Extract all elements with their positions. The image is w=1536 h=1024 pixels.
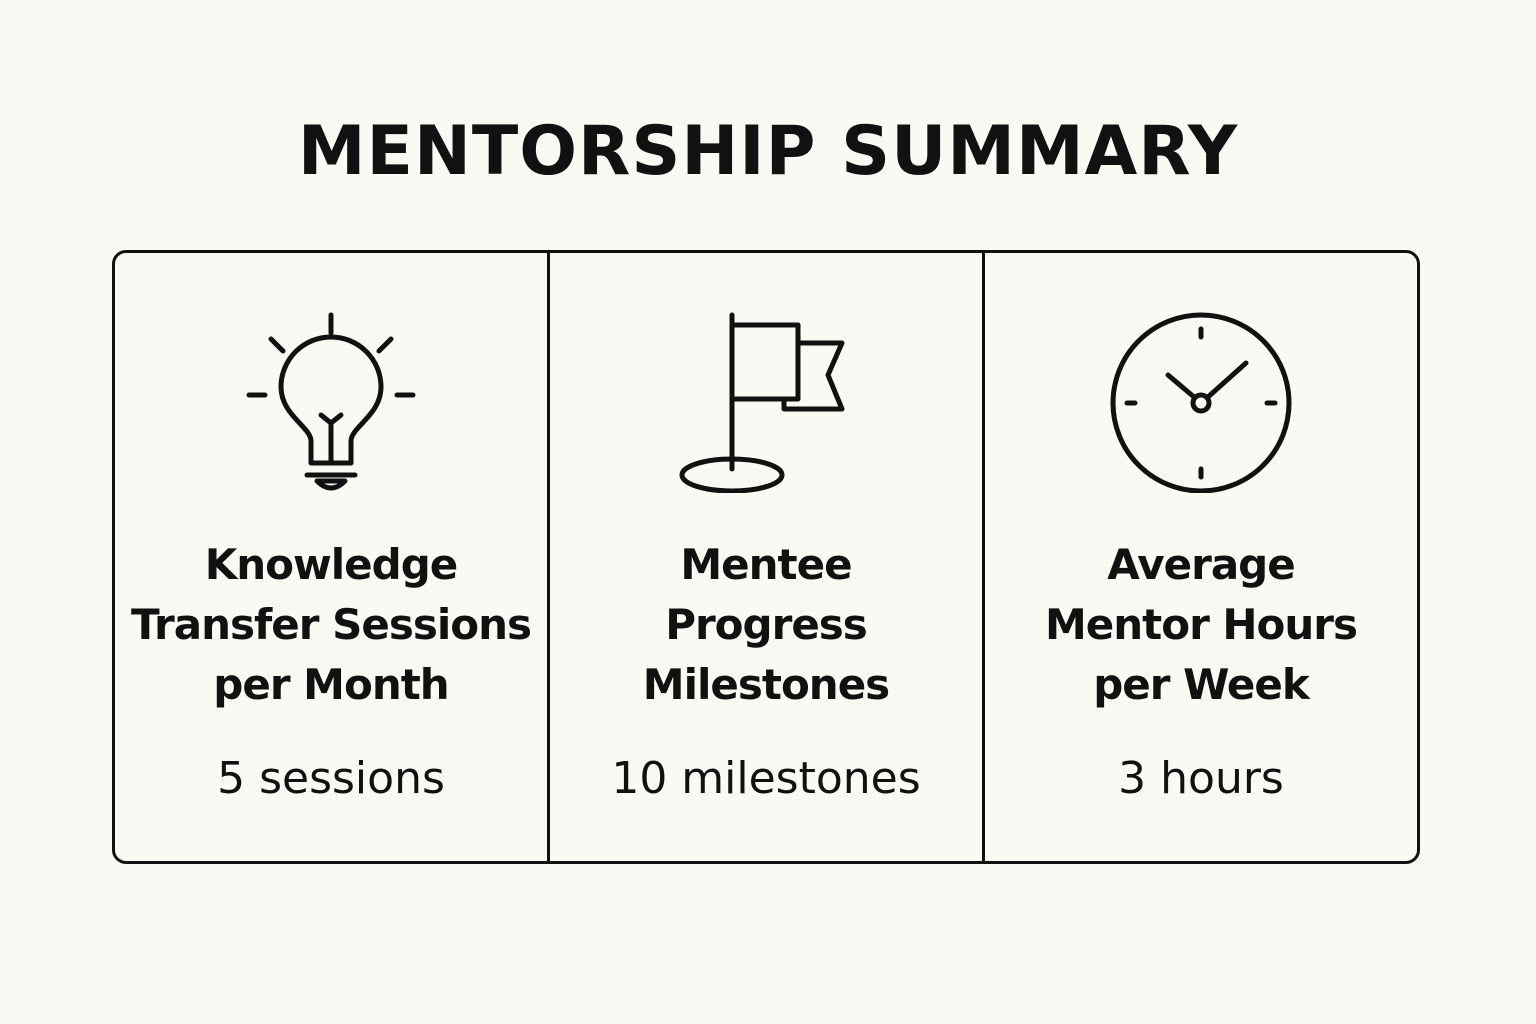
summary-panel: Knowledge Transfer Sessions per Month 5 … (112, 250, 1420, 864)
lightbulb-icon (246, 312, 416, 491)
card-label: Average Mentor Hours per Week (985, 535, 1417, 715)
label-line: Mentor Hours (1044, 600, 1358, 649)
flag-icon (679, 312, 845, 493)
label-line: per Month (213, 660, 449, 709)
label-line: per Week (1093, 660, 1310, 709)
card-label: Knowledge Transfer Sessions per Month (115, 535, 547, 715)
label-line: Knowledge (204, 540, 459, 589)
card-knowledge-sessions: Knowledge Transfer Sessions per Month 5 … (115, 253, 547, 861)
label-line: Average (1107, 540, 1295, 589)
label-line: Mentee (680, 540, 852, 589)
label-line: Progress (665, 600, 868, 649)
card-value: 10 milestones (611, 753, 921, 804)
card-progress-milestones: Mentee Progress Milestones 10 milestones (547, 253, 982, 861)
card-label: Mentee Progress Milestones (550, 535, 982, 715)
card-mentor-hours: Average Mentor Hours per Week 3 hours (982, 253, 1417, 861)
label-line: Transfer Sessions (131, 600, 532, 649)
label-line: Milestones (642, 660, 890, 709)
clock-icon (1110, 312, 1292, 493)
card-value: 5 sessions (217, 753, 445, 804)
page-title: MENTORSHIP SUMMARY (297, 112, 1239, 191)
card-value: 3 hours (1118, 753, 1284, 804)
